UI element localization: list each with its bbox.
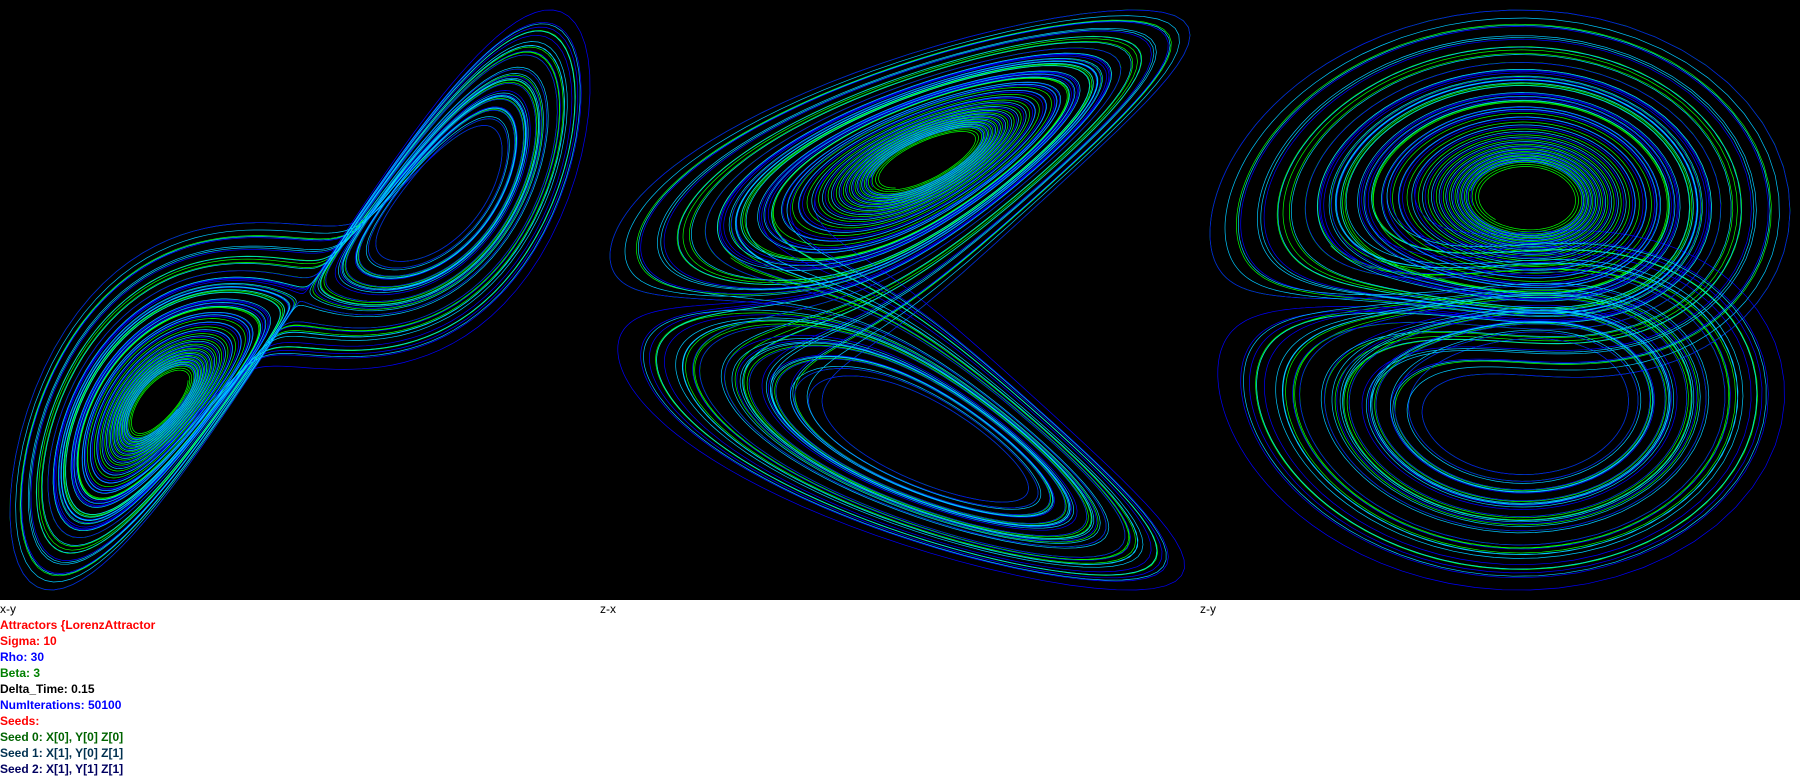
- plot-x-y: [9, 9, 591, 591]
- info-seed-0: Seed 0: X[0], Y[0] Z[0]: [0, 730, 124, 744]
- panel-z-x: [600, 0, 1200, 600]
- plot-z-y: [1209, 9, 1791, 591]
- panel-label-z-y: z-y: [1200, 602, 1216, 616]
- plot-z-x: [609, 9, 1191, 591]
- attractor-canvas: [0, 0, 1800, 600]
- info-rho: Rho: 30: [0, 650, 45, 664]
- info-title: Attractors {LorenzAttractor: [0, 618, 156, 632]
- trajectory-seed-2: [1224, 17, 1780, 577]
- panel-z-y: [1200, 0, 1800, 600]
- info-seed-1: Seed 1: X[1], Y[0] Z[1]: [0, 746, 124, 760]
- info-seeds-label: Seeds:: [0, 714, 40, 728]
- parameter-info: Attractors {LorenzAttractor Sigma: 10 Rh…: [0, 617, 155, 777]
- panel-label-z-x: z-x: [600, 602, 616, 616]
- trajectory-seed-1: [1209, 9, 1791, 591]
- info-seed-2: Seed 2: X[1], Y[1] Z[1]: [0, 762, 124, 776]
- info-delta-time: Delta_Time: 0.15: [0, 682, 95, 696]
- info-num-iterations: NumIterations: 50100: [0, 698, 122, 712]
- info-beta: Beta: 3: [0, 666, 41, 680]
- panel-x-y: [0, 0, 600, 600]
- info-sigma: Sigma: 10: [0, 634, 57, 648]
- trajectory-seed-2: [15, 23, 581, 583]
- panel-label-x-y: x-y: [0, 602, 16, 616]
- trajectory-seed-2: [624, 15, 1180, 581]
